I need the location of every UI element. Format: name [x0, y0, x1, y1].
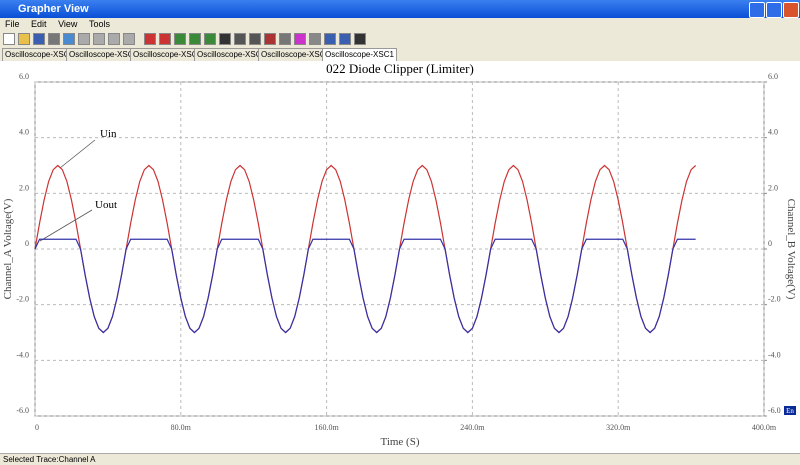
- toolbar-button[interactable]: [144, 33, 156, 45]
- x-axis-label: Time (S): [380, 436, 419, 448]
- toolbar-button[interactable]: [123, 33, 135, 45]
- close-button[interactable]: [783, 2, 799, 18]
- y2-tick-label: -4.0: [768, 350, 781, 359]
- menu-item[interactable]: Edit: [31, 19, 47, 29]
- toolbar-button[interactable]: [234, 33, 246, 45]
- x-tick-label: 0: [35, 423, 39, 432]
- toolbar-button[interactable]: [18, 33, 30, 45]
- indicator-text: En: [786, 407, 794, 415]
- annotation: Uout: [95, 199, 117, 211]
- chart-title: 022 Diode Clipper (Limiter): [326, 61, 474, 76]
- toolbar-button[interactable]: [309, 33, 321, 45]
- toolbar-button[interactable]: [174, 33, 186, 45]
- status-bar: Selected Trace:Channel A: [0, 453, 800, 465]
- toolbar-button[interactable]: [279, 33, 291, 45]
- toolbar-button[interactable]: [354, 33, 366, 45]
- minimize-button[interactable]: [749, 2, 765, 18]
- menu-bar: File Edit View Tools: [0, 18, 800, 30]
- y2-tick-label: 2.0: [768, 183, 778, 192]
- y2-tick-label: -2.0: [768, 295, 781, 304]
- y-tick-label: 0: [25, 239, 29, 248]
- annotation-leader: [59, 139, 96, 169]
- y-tick-label: -6.0: [16, 406, 29, 415]
- y-tick-label: -4.0: [16, 350, 29, 359]
- y2-tick-label: -6.0: [768, 406, 781, 415]
- y2-tick-label: 4.0: [768, 128, 778, 137]
- y-tick-label: 6.0: [19, 72, 29, 81]
- data-line: [34, 238, 696, 334]
- toolbar-button[interactable]: [33, 33, 45, 45]
- x-tick-label: 240.0m: [460, 423, 485, 432]
- toolbar-button[interactable]: [264, 33, 276, 45]
- annotation-leader: [39, 209, 93, 242]
- window-title: Grapher View: [18, 3, 89, 15]
- y-tick-label: 4.0: [19, 128, 29, 137]
- annotation: Uin: [100, 128, 117, 140]
- toolbar-button[interactable]: [324, 33, 336, 45]
- x-tick-label: 80.0m: [171, 423, 192, 432]
- toolbar-button[interactable]: [78, 33, 90, 45]
- toolbar-button[interactable]: [204, 33, 216, 45]
- y-tick-label: -2.0: [16, 295, 29, 304]
- toolbar-button[interactable]: [108, 33, 120, 45]
- y2-tick-label: 6.0: [768, 72, 778, 81]
- status-text: Selected Trace:Channel A: [3, 455, 96, 464]
- toolbar-button[interactable]: [249, 33, 261, 45]
- toolbar-button[interactable]: [189, 33, 201, 45]
- y-axis-label: Channel_A Voltage(V): [2, 198, 14, 299]
- toolbar-button[interactable]: [159, 33, 171, 45]
- chart-background: [0, 61, 800, 453]
- chart: 022 Diode Clipper (Limiter) Time (S) Cha…: [0, 61, 800, 453]
- toolbar: [0, 31, 800, 46]
- x-tick-label: 160.0m: [314, 423, 339, 432]
- x-tick-label: 400.0m: [752, 423, 777, 432]
- toolbar-button[interactable]: [63, 33, 75, 45]
- indicator-box: [784, 406, 796, 415]
- menu-item[interactable]: Tools: [88, 19, 110, 29]
- y2-tick-label: 0: [768, 239, 772, 248]
- menu-item[interactable]: File: [5, 19, 20, 29]
- toolbar-button[interactable]: [339, 33, 351, 45]
- menu-item[interactable]: View: [58, 19, 78, 29]
- toolbar-button[interactable]: [3, 33, 15, 45]
- tab-strip: Oscilloscope-XSC1 Oscilloscope-XSC1 Oscill…: [0, 47, 800, 61]
- y2-axis-label: Channel_B Voltage(V): [785, 199, 797, 300]
- title-bar: Grapher View: [0, 0, 800, 18]
- maximize-button[interactable]: [766, 2, 782, 18]
- x-tick-label: 320.0m: [606, 423, 631, 432]
- toolbar-button[interactable]: [48, 33, 60, 45]
- toolbar-button[interactable]: [219, 33, 231, 45]
- toolbar-button[interactable]: [294, 33, 306, 45]
- toolbar-button[interactable]: [93, 33, 105, 45]
- y-tick-label: 2.0: [19, 183, 29, 192]
- tab[interactable]: Oscilloscope-XSC1: [322, 48, 397, 61]
